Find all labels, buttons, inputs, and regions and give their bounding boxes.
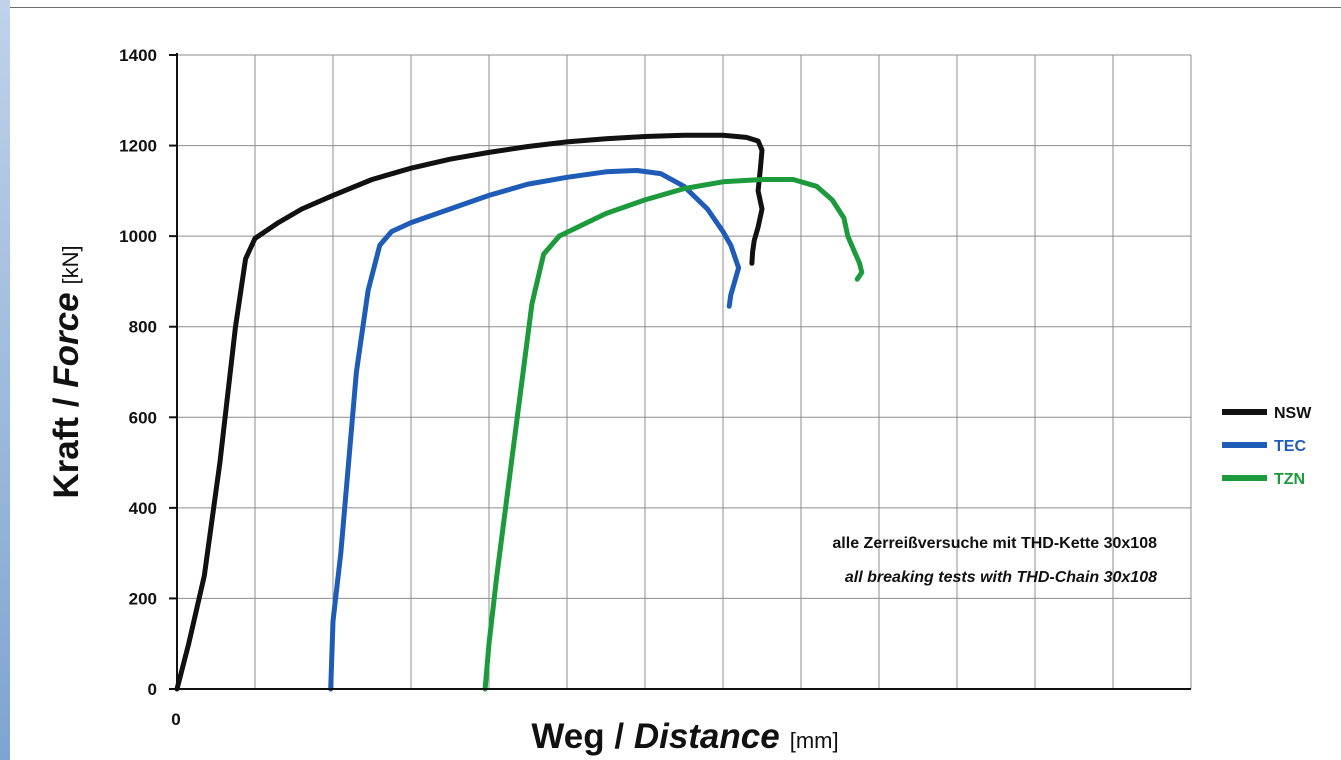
legend-label-tec: TEC — [1274, 438, 1306, 455]
x-axis-label-main: Weg / — [531, 717, 633, 756]
legend-label-tzn: TZN — [1274, 471, 1305, 488]
x-axis-unit: [mm] — [790, 728, 839, 753]
left-decorative-strip — [0, 0, 10, 760]
y-axis-label-italic: Force — [47, 292, 86, 387]
x-axis-label: Weg / Distance [mm] — [531, 717, 838, 756]
x-axis-label-italic: Distance — [634, 717, 780, 756]
y-tick-label: 1200 — [119, 137, 157, 156]
series-line-tec — [328, 168, 742, 692]
y-tick-label: 400 — [129, 499, 157, 518]
y-tick-label: 1400 — [119, 46, 157, 65]
top-border-line — [10, 7, 1341, 8]
y-tick-label: 800 — [129, 318, 157, 337]
y-tick-label: 1000 — [119, 227, 157, 246]
y-axis-unit: [kN] — [58, 245, 83, 284]
y-tick-label: 600 — [129, 408, 157, 427]
y-axis-label-main: Kraft / — [47, 388, 86, 499]
legend: NSW TEC TZN — [1222, 405, 1312, 488]
y-tick-label: 200 — [129, 589, 157, 608]
y-tick-label: 0 — [148, 680, 157, 699]
annotation-line-2: all breaking tests with THD-Chain 30x108 — [845, 569, 1157, 586]
series-line-nsw — [174, 132, 765, 692]
annotation-line-1: alle Zerreißversuche mit THD-Kette 30x10… — [832, 535, 1157, 552]
series-layer — [174, 132, 865, 692]
tick-labels: 0 200 400 600 800 1000 1200 1400 0 — [119, 46, 181, 729]
legend-label-nsw: NSW — [1274, 405, 1312, 422]
y-axis-label: Kraft / Force [kN] — [47, 245, 86, 498]
axes — [169, 53, 1191, 690]
series-line-tzn — [482, 177, 865, 692]
grid-lines — [177, 54, 1192, 689]
x-tick-label: 0 — [171, 710, 180, 729]
